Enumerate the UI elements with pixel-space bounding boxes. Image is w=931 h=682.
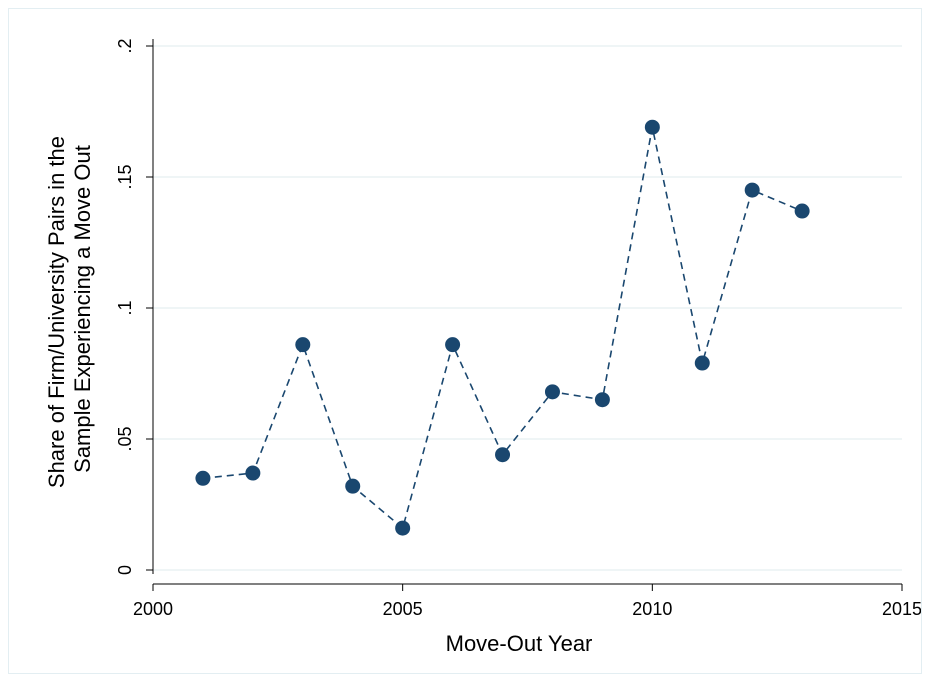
x-tick-label: 2005 xyxy=(383,599,423,619)
y-tick-label: 0 xyxy=(115,565,135,575)
data-point xyxy=(644,119,660,135)
data-point xyxy=(195,470,211,486)
series-markers xyxy=(195,119,810,536)
y-tick-label: .1 xyxy=(115,300,135,315)
data-point xyxy=(744,182,760,198)
data-point xyxy=(794,203,810,219)
data-point xyxy=(345,478,361,494)
data-point xyxy=(594,392,610,408)
y-axis-label: Share of Firm/University Pairs in the Sa… xyxy=(44,130,95,488)
y-tick-label: .05 xyxy=(115,426,135,451)
x-axis-label: Move-Out Year xyxy=(446,631,593,656)
series-line xyxy=(202,127,803,530)
grid-lines xyxy=(153,45,902,571)
data-point xyxy=(445,337,461,353)
x-tick-label: 2010 xyxy=(632,599,672,619)
y-axis-label-line-2: Sample Experiencing a Move Out xyxy=(70,145,95,473)
x-tick-label: 2015 xyxy=(882,599,921,619)
x-ticks: 2000 2005 2010 2015 xyxy=(133,584,922,619)
axes xyxy=(152,39,902,585)
data-point xyxy=(395,520,411,536)
data-point xyxy=(295,337,311,353)
data-point xyxy=(245,465,261,481)
y-tick-label: .15 xyxy=(115,164,135,189)
y-ticks: 0 .05 .1 .15 .2 xyxy=(115,38,153,575)
y-axis-label-line-1: Share of Firm/University Pairs in the xyxy=(44,136,69,488)
y-tick-label: .2 xyxy=(115,38,135,53)
data-point xyxy=(694,355,710,371)
data-point xyxy=(495,447,511,463)
line-chart: 0 .05 .1 .15 .2 2000 2005 2010 2015 Move-Out Ye… xyxy=(44,38,922,656)
data-point xyxy=(544,384,560,400)
chart-frame: 0 .05 .1 .15 .2 2000 2005 2010 2015 Move-Out Ye… xyxy=(8,8,922,674)
x-tick-label: 2000 xyxy=(133,599,173,619)
